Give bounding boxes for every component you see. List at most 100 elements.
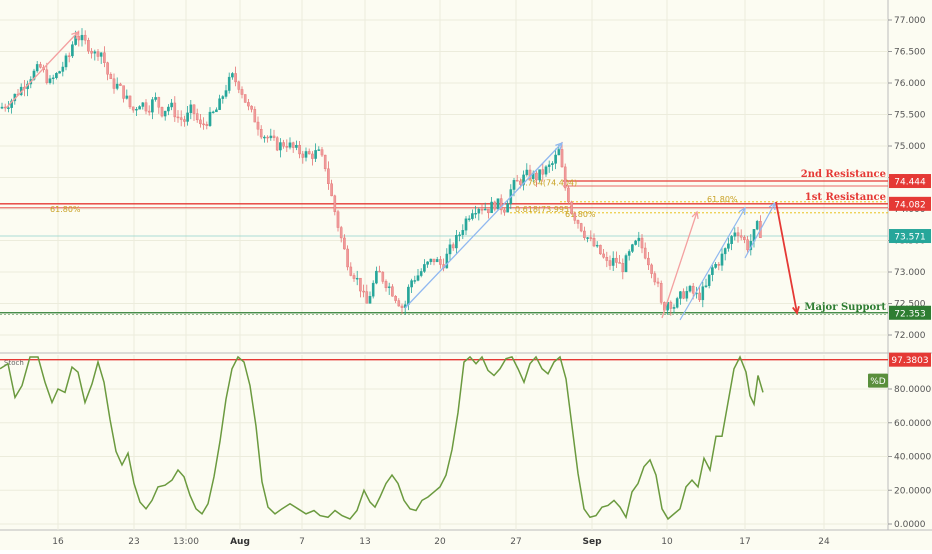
candle-body <box>615 257 618 263</box>
candle-body <box>330 183 333 197</box>
candle-body <box>275 137 279 151</box>
candle-body <box>727 243 730 249</box>
fib-label: 0.618(73.995) <box>515 205 572 214</box>
candle-body <box>61 66 65 72</box>
candle-body <box>474 213 477 215</box>
candle-body <box>115 83 119 89</box>
candle-body <box>282 142 285 147</box>
candle-body <box>685 291 689 299</box>
candle-body <box>359 277 362 292</box>
candle-body <box>400 305 404 308</box>
candle-body <box>327 168 330 184</box>
up-arrow-pink-left <box>5 31 79 109</box>
candle-body <box>35 64 39 72</box>
price-badge <box>889 229 931 244</box>
up-arrow-blue-small <box>744 202 776 259</box>
candle-body <box>323 154 327 170</box>
candle-body <box>522 174 525 185</box>
candle-body <box>618 262 621 264</box>
candle-body <box>333 195 337 212</box>
candle-body <box>592 237 596 247</box>
candle-body <box>538 169 541 181</box>
candle-body <box>253 109 257 123</box>
candle-body <box>320 149 324 156</box>
candle-body <box>151 99 154 113</box>
candle-body <box>269 135 273 139</box>
candle-body <box>583 230 586 238</box>
candle-body <box>125 95 129 99</box>
candle-body <box>195 113 199 121</box>
x-tick-label: 13:00 <box>173 537 199 547</box>
candle-body <box>371 282 375 297</box>
candle-body <box>439 259 442 265</box>
candle-body <box>163 110 167 117</box>
candle-body <box>48 78 52 83</box>
candle-body <box>295 144 298 148</box>
candle-body <box>74 36 77 45</box>
candle-body <box>170 102 173 108</box>
candle-body <box>202 123 205 126</box>
candle-body <box>375 270 378 284</box>
candle-body <box>544 166 548 175</box>
candle-body <box>487 208 490 214</box>
candle-body <box>637 237 641 242</box>
candle-body <box>576 220 580 224</box>
candle-body <box>103 52 106 63</box>
candle-body <box>384 281 388 289</box>
candle-body <box>237 81 241 90</box>
candle-body <box>675 298 679 308</box>
candle-body <box>311 153 314 159</box>
up-arrow-blue-right <box>679 207 746 321</box>
candle-body <box>183 119 186 122</box>
fib-label: 61.80% <box>707 195 738 204</box>
candle-body <box>109 74 113 80</box>
drawings <box>5 30 800 321</box>
candle-body <box>455 235 458 249</box>
x-tick-label: 27 <box>510 537 521 547</box>
stoch-series-badge <box>868 373 888 388</box>
candle-body <box>515 180 519 182</box>
up-arrow-pink-right <box>661 211 698 319</box>
candle-body <box>112 78 116 89</box>
x-tick-label: 17 <box>739 537 750 547</box>
candle-body <box>503 209 506 213</box>
candle-body <box>496 198 500 210</box>
candle-body <box>586 237 589 239</box>
candle-body <box>698 292 701 301</box>
candle-body <box>739 235 743 238</box>
candle-body <box>464 218 468 231</box>
x-tick-label: 24 <box>818 537 830 547</box>
stoch-title: Stoch <box>4 359 24 367</box>
candle-body <box>314 150 317 159</box>
x-tick-label: Sep <box>582 537 602 547</box>
candle-body <box>483 208 487 211</box>
candle-body <box>176 116 180 119</box>
candle-body <box>55 73 58 79</box>
candle-body <box>234 73 237 83</box>
candle-body <box>528 169 532 180</box>
candle-body <box>304 151 308 158</box>
candle-body <box>87 39 90 52</box>
candle-body <box>64 55 68 68</box>
candle-body <box>736 232 740 236</box>
candle-body <box>669 301 673 309</box>
stoch: Stoch 97.3803 %D <box>0 352 931 521</box>
candle-body <box>525 169 529 176</box>
stoch-level-label: 97.3803 <box>891 356 928 366</box>
candle-body <box>445 253 449 269</box>
candle-body <box>141 102 145 107</box>
candle-body <box>224 90 228 97</box>
candle-body <box>579 223 583 232</box>
x-tick-label: 20 <box>434 537 446 547</box>
resistance-2-label: 2nd Resistance <box>801 169 886 180</box>
candle-body <box>221 96 225 99</box>
candle-body <box>512 180 516 190</box>
y-tick-label: 76.000 <box>894 79 926 89</box>
candle-body <box>256 121 260 130</box>
candle-body <box>602 253 605 258</box>
candle-body <box>627 251 631 256</box>
candle-body <box>179 117 183 120</box>
candle-body <box>720 253 724 266</box>
candle-body <box>67 55 71 57</box>
